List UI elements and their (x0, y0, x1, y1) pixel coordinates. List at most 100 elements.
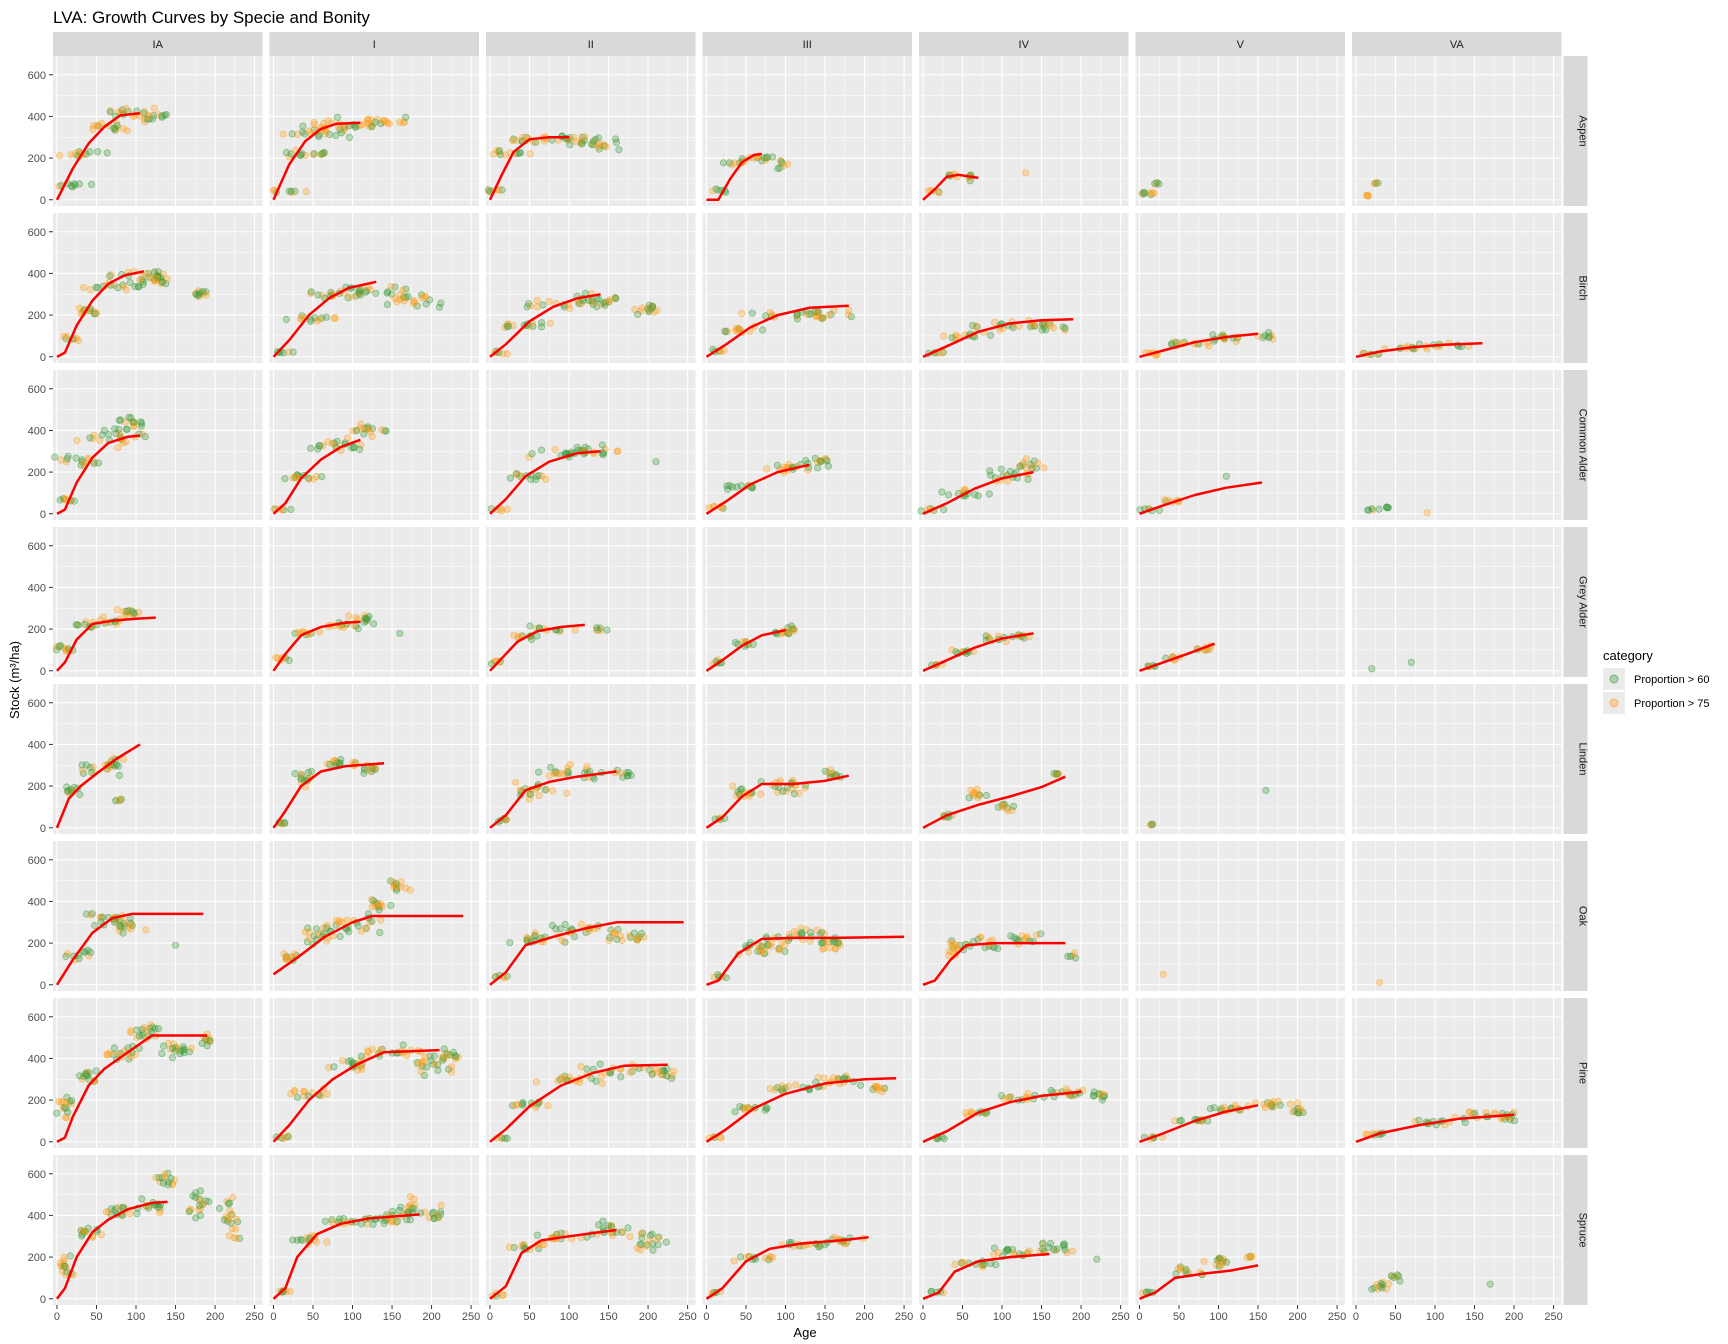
point-proportion-75 (142, 1027, 150, 1035)
point-proportion-75 (297, 770, 305, 779)
panel-background (53, 684, 263, 834)
panel-data-common-alder-iii (705, 454, 832, 515)
point-proportion-75 (1178, 1265, 1186, 1273)
panel-aspen-iv (919, 56, 1129, 206)
point-proportion-60 (1006, 467, 1014, 475)
point-proportion-75 (503, 505, 511, 513)
point-proportion-60 (1149, 820, 1157, 828)
column-strips: IA I II III IV V VA (53, 32, 1562, 56)
x-tick-label: 200 (206, 1311, 224, 1323)
panel-spruce-i (269, 1155, 479, 1305)
strip-row-label: Pine (1577, 1062, 1589, 1084)
point-proportion-75 (122, 104, 130, 113)
point-proportion-60 (396, 629, 404, 637)
point-proportion-60 (856, 1081, 865, 1089)
point-proportion-75 (93, 309, 101, 317)
strip-row-label: Grey Alder (1577, 576, 1589, 628)
point-proportion-75 (511, 778, 520, 787)
panel-data-birch-iii (705, 304, 855, 358)
panel-background (1352, 1155, 1562, 1305)
point-proportion-60 (422, 300, 430, 308)
point-proportion-75 (310, 121, 318, 129)
point-proportion-75 (305, 935, 313, 943)
point-proportion-60 (299, 122, 307, 130)
point-proportion-60 (612, 138, 621, 146)
point-proportion-75 (363, 1047, 372, 1055)
point-proportion-60 (369, 620, 378, 628)
legend-key-green (1609, 674, 1619, 684)
y-tick-label: 200 (28, 310, 46, 322)
growth-curve (705, 304, 849, 358)
panel-background (1135, 527, 1345, 677)
x-tick-label: 50 (956, 1311, 968, 1323)
point-proportion-75 (1200, 1257, 1208, 1265)
point-proportion-75 (611, 931, 619, 939)
point-proportion-75 (606, 296, 614, 304)
point-proportion-75 (437, 1201, 445, 1210)
point-proportion-60 (723, 482, 731, 490)
panel-data-common-alder-i (270, 420, 390, 515)
point-proportion-75 (626, 1068, 634, 1076)
point-proportion-75 (305, 127, 313, 135)
point-proportion-75 (626, 1233, 634, 1241)
point-proportion-60 (402, 1216, 411, 1224)
point-proportion-75 (362, 924, 370, 932)
point-proportion-60 (547, 763, 555, 772)
point-proportion-60 (384, 288, 392, 296)
point-proportion-60 (91, 921, 99, 930)
y-tick-label: 200 (28, 1252, 46, 1264)
point-proportion-75 (972, 322, 980, 330)
point-proportion-60 (99, 913, 107, 921)
point-proportion-75 (55, 1098, 63, 1106)
panel-background (1135, 56, 1345, 206)
x-axis-label: Age (793, 1325, 816, 1340)
point-proportion-75 (377, 900, 385, 908)
growth-curve (56, 270, 145, 358)
point-proportion-75 (940, 332, 948, 340)
point-proportion-60 (1039, 1239, 1047, 1247)
point-proportion-60 (512, 469, 521, 478)
panel-spruce-ii (486, 1155, 696, 1305)
strip-col-label: VA (1450, 39, 1465, 51)
point-proportion-60 (155, 1174, 163, 1182)
point-proportion-60 (1061, 324, 1069, 332)
point-proportion-75 (126, 1210, 134, 1218)
point-proportion-75 (89, 125, 97, 133)
point-proportion-60 (737, 482, 745, 490)
point-proportion-60 (281, 474, 289, 483)
point-proportion-60 (736, 1253, 745, 1261)
point-proportion-75 (377, 916, 385, 924)
point-proportion-60 (88, 910, 96, 918)
point-proportion-60 (731, 638, 740, 647)
panel-linden-v (1135, 684, 1345, 834)
panel-aspen-ia (53, 56, 263, 206)
y-tick-label: 0 (40, 195, 46, 207)
point-proportion-60 (817, 457, 825, 465)
y-tick-label: 200 (28, 153, 46, 165)
point-proportion-75 (951, 1260, 959, 1269)
point-proportion-60 (561, 920, 569, 929)
point-proportion-60 (593, 624, 601, 632)
point-proportion-60 (185, 1208, 193, 1216)
point-proportion-75 (301, 151, 309, 159)
point-proportion-75 (960, 1259, 968, 1267)
point-proportion-60 (1153, 179, 1161, 187)
y-tick-label: 600 (28, 698, 46, 710)
point-proportion-75 (945, 951, 953, 960)
point-proportion-75 (399, 286, 407, 294)
x-tick-label: 250 (1544, 1311, 1562, 1323)
point-proportion-75 (971, 788, 979, 797)
point-proportion-60 (72, 621, 80, 629)
point-proportion-75 (646, 1237, 654, 1245)
panel-oak-iv (919, 841, 1129, 991)
point-proportion-75 (136, 276, 144, 284)
x-tick-label: 0 (1353, 1311, 1359, 1323)
panel-grey-alder-v (1135, 527, 1345, 677)
point-proportion-75 (613, 447, 621, 455)
point-proportion-75 (729, 782, 737, 790)
point-proportion-60 (326, 130, 334, 139)
point-proportion-60 (167, 1174, 175, 1183)
point-proportion-75 (820, 929, 828, 938)
point-proportion-60 (663, 1065, 671, 1073)
point-proportion-60 (345, 133, 354, 141)
